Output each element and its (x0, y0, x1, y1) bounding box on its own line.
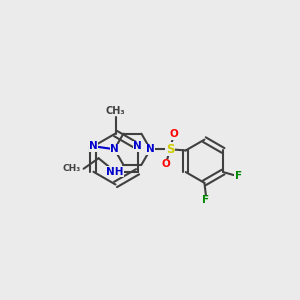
Text: F: F (202, 195, 209, 205)
Text: N: N (146, 144, 155, 154)
Text: NH: NH (106, 167, 124, 177)
Text: S: S (166, 143, 174, 156)
Text: F: F (235, 171, 242, 181)
Text: N: N (89, 141, 98, 151)
Text: CH₃: CH₃ (106, 106, 125, 116)
Text: N: N (110, 144, 119, 154)
Text: O: O (169, 129, 178, 139)
Text: O: O (162, 159, 171, 169)
Text: N: N (133, 141, 142, 151)
Text: CH₃: CH₃ (63, 164, 81, 173)
